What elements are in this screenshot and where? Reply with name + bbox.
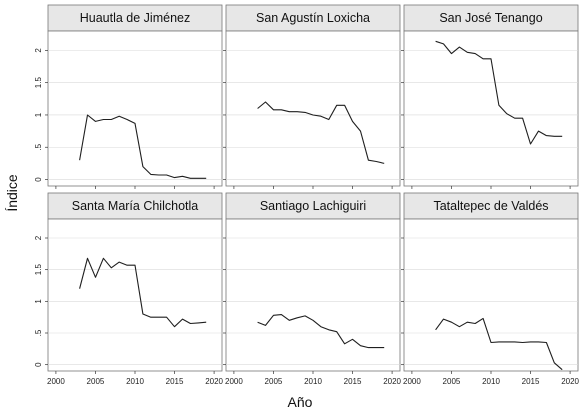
- y-axis-title: Índice: [4, 174, 20, 212]
- panel-title: Santa María Chilchotla: [72, 199, 199, 213]
- plot-area: [47, 218, 223, 372]
- y-tick-label: 1: [34, 299, 43, 304]
- x-tick-label: 2005: [87, 377, 105, 386]
- panel-6: Tataltepec de Valdés 2000 2005 2010 2015 2020: [401, 192, 580, 386]
- series-line: [257, 314, 385, 349]
- x-tick-label: 2010: [482, 377, 500, 386]
- panel-title-strip: [225, 192, 401, 220]
- panel-title-strip: [403, 192, 579, 220]
- y-tick-label: 0: [34, 177, 43, 182]
- x-tick-label: 2020: [205, 377, 223, 386]
- x-tick-label: 2000: [403, 377, 421, 386]
- panel-1: Huautla de Jiménez 0 .5 1 1.5 2: [34, 4, 223, 189]
- plot-area: [403, 218, 579, 372]
- series-line: [79, 114, 207, 179]
- x-tick-label: 2000: [47, 377, 65, 386]
- series-line: [257, 101, 385, 164]
- panel-title: Tataltepec de Valdés: [433, 199, 548, 213]
- y-tick-label: 2: [34, 235, 43, 240]
- panel-title: Huautla de Jiménez: [80, 11, 190, 25]
- x-tick-label: 2015: [522, 377, 540, 386]
- y-tick-label: 1: [34, 112, 43, 117]
- x-tick-label: 2020: [383, 377, 401, 386]
- y-tick-label: 2: [34, 48, 43, 53]
- series-line: [435, 317, 563, 371]
- x-tick-label: 2005: [265, 377, 283, 386]
- y-tick-label: .5: [34, 329, 43, 336]
- x-tick-label: 2020: [561, 377, 579, 386]
- x-tick-label: 2010: [304, 377, 322, 386]
- panel-title: Santiago Lachiguiri: [260, 199, 366, 213]
- y-tick-label: .5: [34, 143, 43, 150]
- panel-2: San Agustín Loxicha: [223, 4, 401, 189]
- plot-area: [403, 30, 579, 187]
- panel-4: Santa María Chilchotla 0 .5 1 1.5 2 2000 2005 20…: [34, 192, 224, 386]
- x-tick-label: 2010: [126, 377, 144, 386]
- panel-5: Santiago Lachiguiri 2000 2005 2010 2015 2020: [223, 192, 402, 386]
- x-tick-label: 2005: [443, 377, 461, 386]
- panel-title-strip: [47, 4, 223, 32]
- panel-title: San José Tenango: [439, 11, 542, 25]
- x-tick-label: 2015: [166, 377, 184, 386]
- panel-title: San Agustín Loxicha: [256, 11, 370, 25]
- y-tick-label: 1.5: [34, 77, 43, 89]
- plot-area: [47, 30, 223, 187]
- x-tick-label: 2000: [225, 377, 243, 386]
- series-line: [79, 257, 207, 328]
- plot-area: [225, 30, 401, 187]
- panel-3: San José Tenango: [401, 4, 579, 189]
- plot-area: [225, 218, 401, 372]
- x-axis-title: Año: [288, 394, 313, 410]
- panel-title-strip: [47, 192, 223, 220]
- x-tick-label: 2015: [344, 377, 362, 386]
- series-line: [435, 40, 563, 145]
- y-tick-label: 1.5: [34, 264, 43, 276]
- y-tick-label: 0: [34, 362, 43, 367]
